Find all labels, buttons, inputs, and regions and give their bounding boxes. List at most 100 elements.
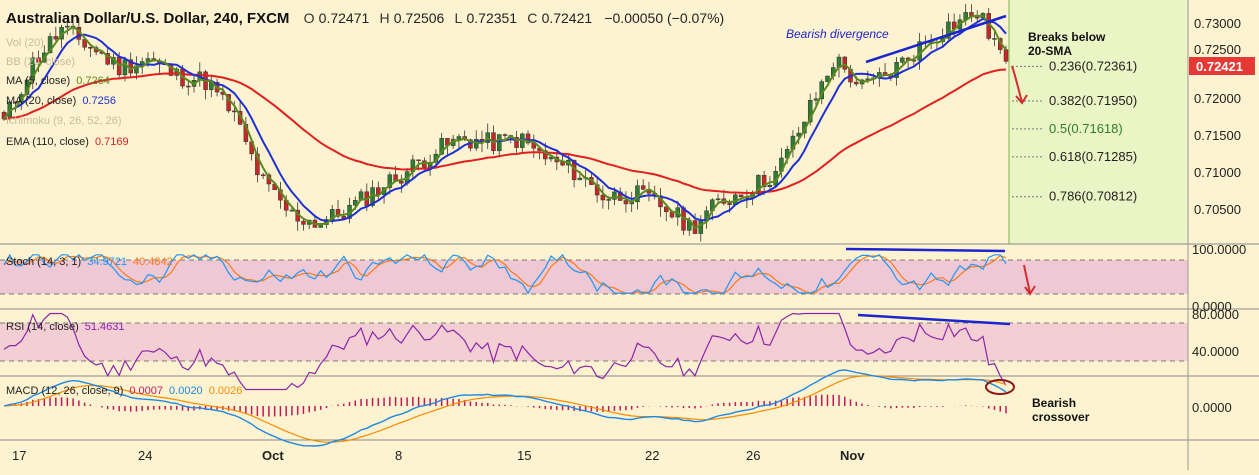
stoch-d-line — [3, 255, 1007, 294]
candle-body — [813, 98, 819, 101]
ohlc-close-key: C — [527, 10, 537, 26]
oscillators-layer — [3, 253, 1007, 447]
price-divergence-line — [865, 14, 1007, 64]
candle-body — [232, 110, 237, 113]
price-change: −0.00050 (−0.07%) — [604, 10, 724, 26]
candle-body — [502, 134, 508, 136]
time-tick: Nov — [840, 448, 865, 463]
stoch-k-line — [3, 253, 1007, 295]
price-tick: 0.73000 — [1194, 16, 1241, 31]
rsi-divergence-line — [857, 313, 1011, 326]
rsi-tick: 80.0000 — [1192, 307, 1239, 322]
macd-hist-value: 0.0007 — [129, 385, 163, 397]
candle-body — [439, 138, 444, 155]
candle-body — [946, 21, 951, 39]
chart-title: Australian Dollar/U.S. Dollar, 240, FXCM — [6, 10, 289, 27]
candle-body — [53, 36, 59, 40]
ohlc-open-value: 0.72471 — [319, 10, 370, 26]
ohlc-open-key: O — [304, 10, 315, 26]
candle-body — [514, 137, 519, 148]
time-tick: 17 — [12, 448, 26, 463]
ohlc-low-value: 0.72351 — [466, 10, 517, 26]
macd-line — [3, 369, 1007, 447]
ohlc-high-key: H — [379, 10, 389, 26]
forecast-zone — [1009, 0, 1188, 244]
candle-body — [663, 206, 669, 213]
candle-body — [47, 36, 53, 54]
ma5-line — [3, 14, 1007, 230]
fib-level-label: 0.786(0.70812) — [1049, 189, 1137, 204]
last-price-value: 0.72421 — [1196, 59, 1243, 74]
time-tick: 24 — [138, 448, 152, 463]
fibonacci-layer: 0.236(0.72361) 0.382(0.71950) 0.5(0.71618)… — [1012, 58, 1137, 204]
candle-body — [335, 209, 341, 217]
crossover-label-line2: crossover — [1032, 410, 1090, 424]
svg-text:Australian Dollar/U.S. Dollar,: Australian Dollar/U.S. Dollar, 240, FXCM… — [6, 10, 724, 27]
candle-body — [548, 156, 554, 160]
time-tick: 15 — [517, 448, 531, 463]
stoch-d-value: 40.4842 — [133, 256, 173, 268]
candle-body — [974, 16, 980, 19]
stoch-tick: 100.0000 — [1192, 242, 1246, 257]
down-arrow-icon — [1023, 264, 1036, 296]
legend-ma5: MA (5, close) 0.7264 — [6, 75, 110, 87]
candle-body — [612, 191, 617, 200]
legend-ma20-value: 0.7256 — [82, 95, 116, 107]
legend-vol: Vol (20) — [6, 37, 44, 49]
price-panel-bg — [0, 0, 1188, 244]
time-tick: 22 — [645, 448, 659, 463]
legend-ema110-value: 0.7169 — [95, 136, 129, 148]
candle-body — [387, 174, 393, 188]
candle-body — [842, 56, 848, 70]
time-tick: 8 — [395, 448, 402, 463]
candle-body — [318, 224, 323, 228]
rsi-line — [3, 312, 1007, 391]
candle-body — [738, 194, 744, 198]
price-tick: 0.71500 — [1194, 128, 1241, 143]
candle-body — [543, 150, 548, 160]
last-price-tag — [1189, 57, 1255, 75]
ohlc-low-key: L — [455, 10, 463, 26]
moving-averages-layer — [3, 14, 1007, 230]
fib-level-label: 0.618(0.71285) — [1049, 149, 1137, 164]
candle-body — [353, 200, 358, 206]
breaks-label-line2: 20-SMA — [1028, 44, 1072, 58]
candle-body — [289, 209, 295, 212]
macd-tick: 0.0000 — [1192, 400, 1232, 415]
fib-level-label: 0.5(0.71618) — [1049, 121, 1123, 136]
candle-body — [88, 47, 93, 49]
candle-body — [698, 220, 704, 234]
candle-body — [854, 81, 859, 85]
candle-body — [992, 38, 997, 40]
down-arrow-icon — [1011, 65, 1028, 105]
legend-ichimoku: Ichimoku (9, 26, 52, 26) — [6, 115, 122, 127]
candle-body — [496, 134, 502, 152]
price-tick: 0.71000 — [1194, 165, 1241, 180]
candle-body — [727, 203, 732, 205]
time-tick: 26 — [746, 448, 760, 463]
breaks-label-line1: Breaks below — [1028, 30, 1106, 44]
candle-body — [606, 199, 611, 201]
candle-body — [756, 175, 761, 195]
candle-body — [525, 133, 531, 144]
candle-body — [635, 185, 640, 203]
legend-ma5-value: 0.7264 — [76, 75, 110, 87]
stoch-label: Stoch (14, 3, 1) 34.9721 40.4842 — [6, 256, 173, 268]
candle-body — [416, 159, 421, 162]
fib-level-label: 0.382(0.71950) — [1049, 93, 1137, 108]
ema110-line — [3, 68, 1007, 194]
rsi-tick: 40.0000 — [1192, 344, 1239, 359]
fib-level-label: 0.236(0.72361) — [1049, 58, 1137, 73]
rsi-value: 51.4631 — [85, 321, 125, 333]
price-tick: 0.72500 — [1194, 42, 1241, 57]
candle-body — [301, 220, 306, 225]
ohlc-close-value: 0.72421 — [542, 10, 593, 26]
crossover-label-line1: Bearish — [1032, 396, 1076, 410]
macd-signal-line — [3, 375, 1007, 443]
price-tick: 0.70500 — [1194, 202, 1241, 217]
macd-label: MACD (12, 26, close, 9) 0.0007 0.0020 0.002… — [6, 385, 242, 397]
candle-body — [715, 198, 721, 201]
candle-body — [577, 177, 583, 181]
macd-line-value: 0.0020 — [169, 385, 203, 397]
